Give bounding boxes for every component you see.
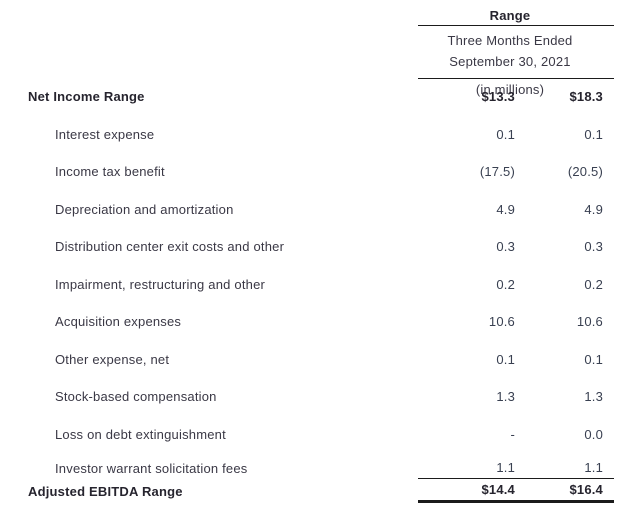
row-label: Income tax benefit [55, 164, 165, 180]
table-row-adjusted-ebitda: Adjusted EBITDA Range $14.4 $16.4 [0, 479, 620, 503]
row-value-low: 1.1 [496, 460, 515, 475]
table-row: Stock-based compensation 1.3 1.3 [0, 378, 620, 416]
row-label: Stock-based compensation [55, 389, 217, 405]
table-row-net-income: Net Income Range $13.3 $18.3 [0, 78, 620, 116]
row-value-low: 0.1 [496, 351, 515, 367]
row-label: Loss on debt extinguishment [55, 426, 226, 442]
row-value-low: - [510, 426, 515, 442]
row-label: Acquisition expenses [55, 314, 182, 330]
table-body: Net Income Range $13.3 $18.3 Interest ex… [0, 78, 620, 503]
row-values: 0.1 0.1 [418, 352, 614, 367]
row-value-high: 1.1 [584, 460, 603, 475]
row-label: Adjusted EBITDA Range [28, 483, 183, 499]
table-header: Range Three Months Ended September 30, 2… [418, 0, 614, 97]
row-value-high: 4.9 [584, 201, 603, 217]
row-value-high: 10.6 [576, 314, 603, 330]
row-values: - 0.0 [418, 427, 614, 442]
table-row: Income tax benefit (17.5) (20.5) [0, 153, 620, 191]
row-value-high: 0.1 [584, 126, 603, 142]
row-value-low: 1.3 [496, 389, 515, 405]
row-values: $14.4 $16.4 [418, 479, 614, 503]
row-value-high: 0.3 [584, 239, 603, 255]
row-value-low: 0.3 [496, 239, 515, 255]
row-value-low: 0.2 [496, 276, 515, 292]
row-values: 0.3 0.3 [418, 239, 614, 254]
table-row: Impairment, restructuring and other 0.2 … [0, 266, 620, 304]
row-value-high: $16.4 [569, 482, 603, 497]
table-row: Interest expense 0.1 0.1 [0, 116, 620, 154]
row-value-low: (17.5) [479, 164, 515, 180]
range-header-label: Range [418, 0, 614, 26]
row-values: 1.3 1.3 [418, 389, 614, 404]
period-header: Three Months Ended September 30, 2021 [418, 26, 614, 79]
row-values: 4.9 4.9 [418, 202, 614, 217]
row-value-low: 10.6 [488, 314, 515, 330]
row-value-high: (20.5) [567, 164, 603, 180]
row-label: Investor warrant solicitation fees [55, 461, 248, 476]
table-row: Distribution center exit costs and other… [0, 228, 620, 266]
period-line2: September 30, 2021 [449, 54, 571, 69]
row-values: $13.3 $18.3 [418, 89, 614, 104]
row-label: Net Income Range [28, 89, 145, 105]
row-value-high: 0.1 [584, 351, 603, 367]
table-row: Investor warrant solicitation fees 1.1 1… [0, 453, 620, 479]
row-label: Depreciation and amortization [55, 201, 234, 217]
row-label: Impairment, restructuring and other [55, 276, 266, 292]
table-row: Depreciation and amortization 4.9 4.9 [0, 191, 620, 229]
row-value-high: 0.0 [584, 426, 603, 442]
row-values: 0.2 0.2 [418, 277, 614, 292]
row-value-high: $18.3 [569, 89, 603, 105]
row-value-high: 0.2 [584, 276, 603, 292]
row-value-low: $14.4 [481, 482, 515, 497]
table-row: Other expense, net 0.1 0.1 [0, 341, 620, 379]
row-value-low: 4.9 [496, 201, 515, 217]
period-line1: Three Months Ended [447, 33, 573, 48]
row-label: Other expense, net [55, 351, 170, 367]
units-label: (in millions) [475, 82, 545, 97]
table-row: Acquisition expenses 10.6 10.6 [0, 303, 620, 341]
row-values: 10.6 10.6 [418, 314, 614, 329]
row-value-low: $13.3 [481, 89, 515, 105]
row-values: 1.1 1.1 [418, 460, 614, 479]
row-label: Distribution center exit costs and other [55, 239, 285, 255]
row-value-high: 1.3 [584, 389, 603, 405]
row-values: 0.1 0.1 [418, 127, 614, 142]
row-value-low: 0.1 [496, 126, 515, 142]
row-values: (17.5) (20.5) [418, 164, 614, 179]
row-label: Interest expense [55, 126, 155, 142]
table-row: Loss on debt extinguishment - 0.0 [0, 416, 620, 454]
